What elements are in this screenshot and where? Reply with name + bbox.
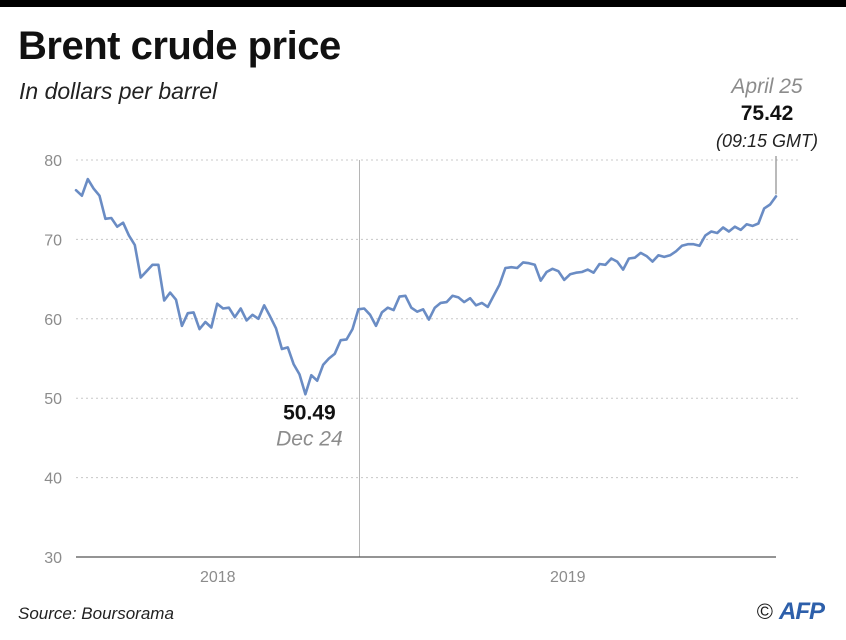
latest-date-label: April 25 <box>729 75 803 98</box>
chart-title: Brent crude price <box>18 24 341 68</box>
x-tick-label-2019: 2019 <box>550 569 586 586</box>
y-tick-label-60: 60 <box>44 312 62 329</box>
latest-value-label: 75.42 <box>741 102 794 125</box>
series-line-brent <box>74 177 778 396</box>
low-date-label: Dec 24 <box>276 427 343 450</box>
copyright-symbol: © <box>756 599 773 624</box>
x-tick-label-2018: 2018 <box>200 569 236 586</box>
afp-credit: © AFP <box>756 598 825 626</box>
latest-time-label: (09:15 GMT) <box>716 131 818 151</box>
afp-logo: AFP <box>779 598 825 625</box>
low-annotation: 50.49 Dec 24 <box>276 401 343 450</box>
x-axis-ticks: 2018 2019 <box>200 569 586 586</box>
latest-annotation: April 25 75.42 (09:15 GMT) <box>716 75 818 151</box>
y-tick-label-70: 70 <box>44 232 62 249</box>
low-value-label: 50.49 <box>283 401 336 424</box>
chart-subtitle: In dollars per barrel <box>19 78 218 104</box>
y-axis-ticks: 30 40 50 60 70 80 <box>44 153 62 567</box>
y-tick-label-30: 30 <box>44 550 62 567</box>
source-note: Source: Boursorama <box>18 604 174 623</box>
y-tick-label-80: 80 <box>44 153 62 170</box>
y-tick-label-50: 50 <box>44 391 62 408</box>
y-tick-label-40: 40 <box>44 471 62 488</box>
top-rule <box>0 0 846 7</box>
